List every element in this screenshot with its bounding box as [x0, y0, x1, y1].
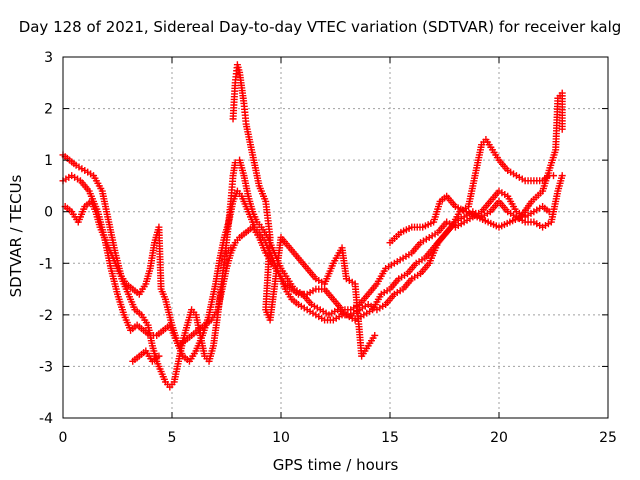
x-tick-label: 0 [59, 430, 68, 446]
y-tick-label: 0 [44, 205, 53, 221]
y-tick-label: -2 [39, 308, 53, 324]
data-point [550, 172, 557, 180]
data-point [558, 172, 566, 180]
data-point [371, 331, 379, 339]
grid-lines [63, 57, 608, 418]
data-point [227, 244, 235, 252]
x-axis-label: GPS time / hours [272, 456, 399, 474]
data-point [155, 352, 163, 360]
y-tick-label: 3 [44, 50, 53, 66]
axis-ticks: 0 5 10 15 20 25 -4 -3 -2 -1 0 1 2 3 [39, 50, 617, 446]
y-tick-label: 2 [44, 102, 53, 118]
y-tick-label: 1 [44, 153, 53, 169]
chart-title: Day 128 of 2021, Sidereal Day-to-day VTE… [18, 18, 622, 36]
data-point [558, 125, 566, 133]
y-tick-label: -4 [39, 411, 53, 427]
x-tick-label: 25 [599, 430, 617, 446]
data-marks [59, 61, 566, 391]
y-tick-label: -1 [39, 256, 53, 272]
plot-frame [62, 56, 609, 419]
x-tick-label: 10 [272, 430, 290, 446]
y-axis-label: SDTVAR / TECUs [7, 174, 25, 298]
x-tick-label: 5 [168, 430, 177, 446]
y-tick-label: -3 [39, 359, 53, 375]
x-tick-label: 15 [381, 430, 399, 446]
x-tick-label: 20 [490, 430, 508, 446]
data-point [545, 208, 553, 216]
